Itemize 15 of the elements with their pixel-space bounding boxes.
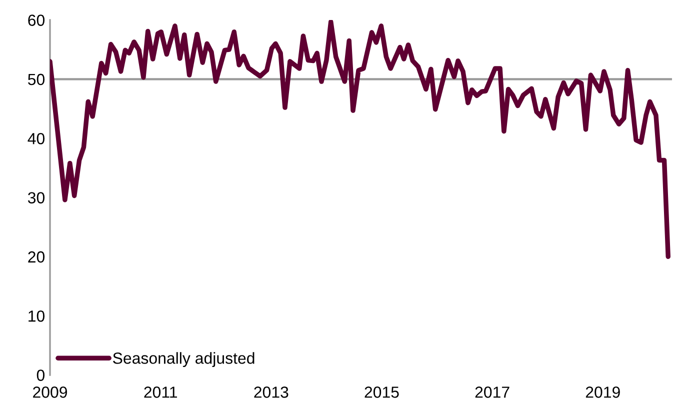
y-tick-label: 0 [36, 370, 45, 381]
y-tick-label: 50 [28, 74, 45, 86]
x-tick-label: 2009 [33, 386, 68, 398]
x-tick-label: 2017 [475, 386, 510, 398]
x-tick-label: 2015 [364, 386, 399, 398]
y-tick-label: 60 [28, 14, 45, 26]
y-tick-label: 10 [28, 310, 45, 322]
line-series [50, 20, 670, 260]
x-tick-label: 2013 [254, 386, 288, 398]
y-tick-label: 20 [28, 251, 45, 263]
legend-label: Seasonally adjusted [113, 352, 254, 368]
y-tick-label: 30 [28, 192, 45, 204]
x-tick-label: 2019 [586, 386, 620, 398]
x-tick-label: 2011 [144, 386, 177, 398]
y-tick-label: 40 [28, 132, 45, 144]
